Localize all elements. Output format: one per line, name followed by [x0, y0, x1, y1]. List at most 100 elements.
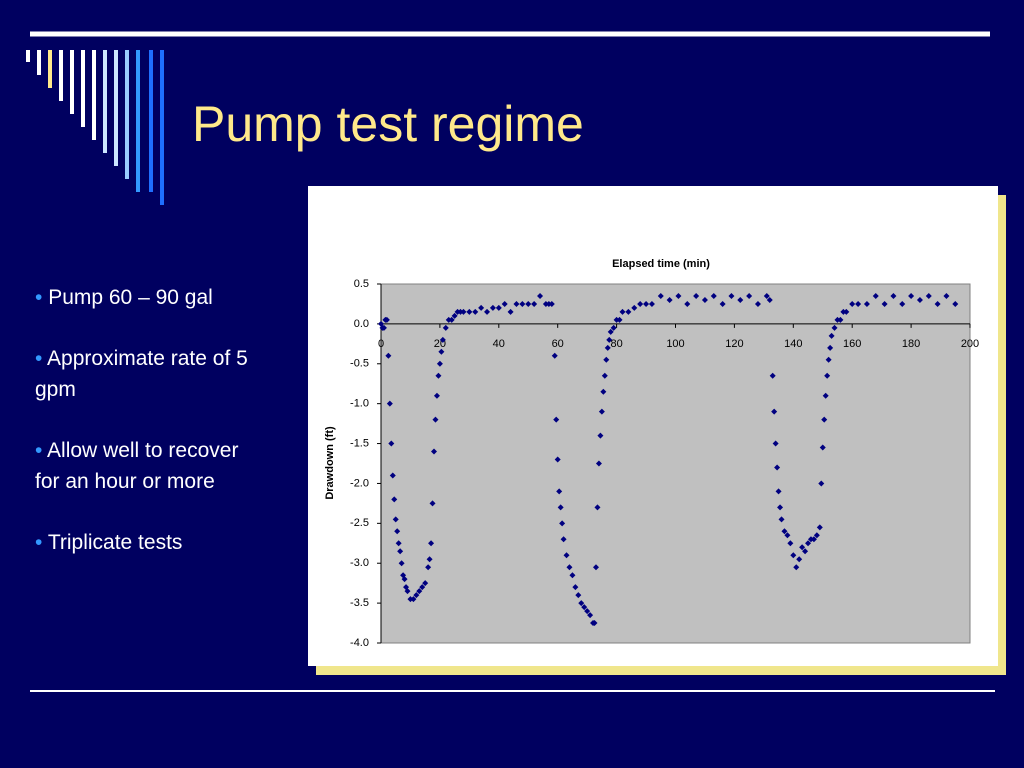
- point: [435, 372, 442, 379]
- point: [849, 300, 856, 307]
- point: [827, 344, 834, 351]
- point: [822, 392, 829, 399]
- point: [774, 464, 781, 471]
- x-tick-label: 60: [552, 338, 564, 350]
- x-tick-label: 180: [902, 338, 920, 350]
- point: [769, 372, 776, 379]
- point: [404, 588, 411, 595]
- point: [442, 324, 449, 331]
- point: [448, 316, 455, 323]
- point: [548, 300, 555, 307]
- point: [819, 444, 826, 451]
- y-tick-label: -4.0: [350, 637, 369, 649]
- point: [784, 532, 791, 539]
- point: [637, 300, 644, 307]
- point: [397, 548, 404, 555]
- point: [501, 300, 508, 307]
- point: [569, 572, 576, 579]
- point: [925, 292, 932, 299]
- point: [657, 292, 664, 299]
- point: [554, 456, 561, 463]
- point: [566, 564, 573, 571]
- y-tick-label: -1.5: [350, 437, 369, 449]
- point: [810, 536, 817, 543]
- point: [781, 528, 788, 535]
- point: [507, 308, 514, 315]
- y-tick-label: 0.0: [354, 318, 369, 330]
- point: [484, 308, 491, 315]
- plot-area: [380, 283, 971, 644]
- point: [825, 356, 832, 363]
- point: [813, 532, 820, 539]
- point: [380, 324, 387, 331]
- point: [675, 292, 682, 299]
- point: [431, 448, 438, 455]
- point: [581, 604, 588, 611]
- point: [591, 620, 598, 627]
- point: [525, 300, 532, 307]
- point: [754, 300, 761, 307]
- point: [429, 500, 436, 507]
- point: [778, 516, 785, 523]
- point: [872, 292, 879, 299]
- point: [824, 372, 831, 379]
- point: [584, 608, 591, 615]
- point: [398, 560, 405, 567]
- y-tick-label: -0.5: [350, 358, 369, 370]
- point: [619, 308, 626, 315]
- point: [466, 308, 473, 315]
- point: [763, 292, 770, 299]
- point: [881, 300, 888, 307]
- point: [551, 352, 558, 359]
- point: [775, 488, 782, 495]
- point: [600, 388, 607, 395]
- point: [952, 300, 959, 307]
- point: [559, 520, 566, 527]
- point: [684, 300, 691, 307]
- point: [388, 440, 395, 447]
- point: [831, 324, 838, 331]
- point: [495, 304, 502, 311]
- point: [438, 348, 445, 355]
- point: [625, 308, 632, 315]
- point: [793, 564, 800, 571]
- point: [531, 300, 538, 307]
- point: [598, 408, 605, 415]
- y-axis-title: Drawdown (ft): [324, 426, 336, 500]
- point: [557, 504, 564, 511]
- point: [934, 300, 941, 307]
- point: [594, 504, 601, 511]
- point: [395, 540, 402, 547]
- point: [537, 292, 544, 299]
- point: [719, 300, 726, 307]
- point: [451, 312, 458, 319]
- point: [916, 296, 923, 303]
- y-tick-label: -3.0: [350, 557, 369, 569]
- bullet: Allow well to recover for an hour or mor…: [35, 435, 265, 497]
- point: [728, 292, 735, 299]
- point: [575, 592, 582, 599]
- point: [595, 460, 602, 467]
- point: [436, 360, 443, 367]
- point: [416, 588, 423, 595]
- y-tick-label: 0.5: [354, 278, 369, 290]
- point: [422, 580, 429, 587]
- point: [710, 292, 717, 299]
- point: [413, 592, 420, 599]
- point: [560, 536, 567, 543]
- point: [391, 496, 398, 503]
- point: [426, 556, 433, 563]
- point: [392, 516, 399, 523]
- x-tick-label: 80: [610, 338, 622, 350]
- point: [746, 292, 753, 299]
- point: [821, 416, 828, 423]
- point: [553, 416, 560, 423]
- x-tick-label: 140: [784, 338, 802, 350]
- point: [631, 304, 638, 311]
- point: [587, 612, 594, 619]
- point: [701, 296, 708, 303]
- x-tick-label: 0: [378, 338, 384, 350]
- point: [425, 564, 432, 571]
- point: [610, 324, 617, 331]
